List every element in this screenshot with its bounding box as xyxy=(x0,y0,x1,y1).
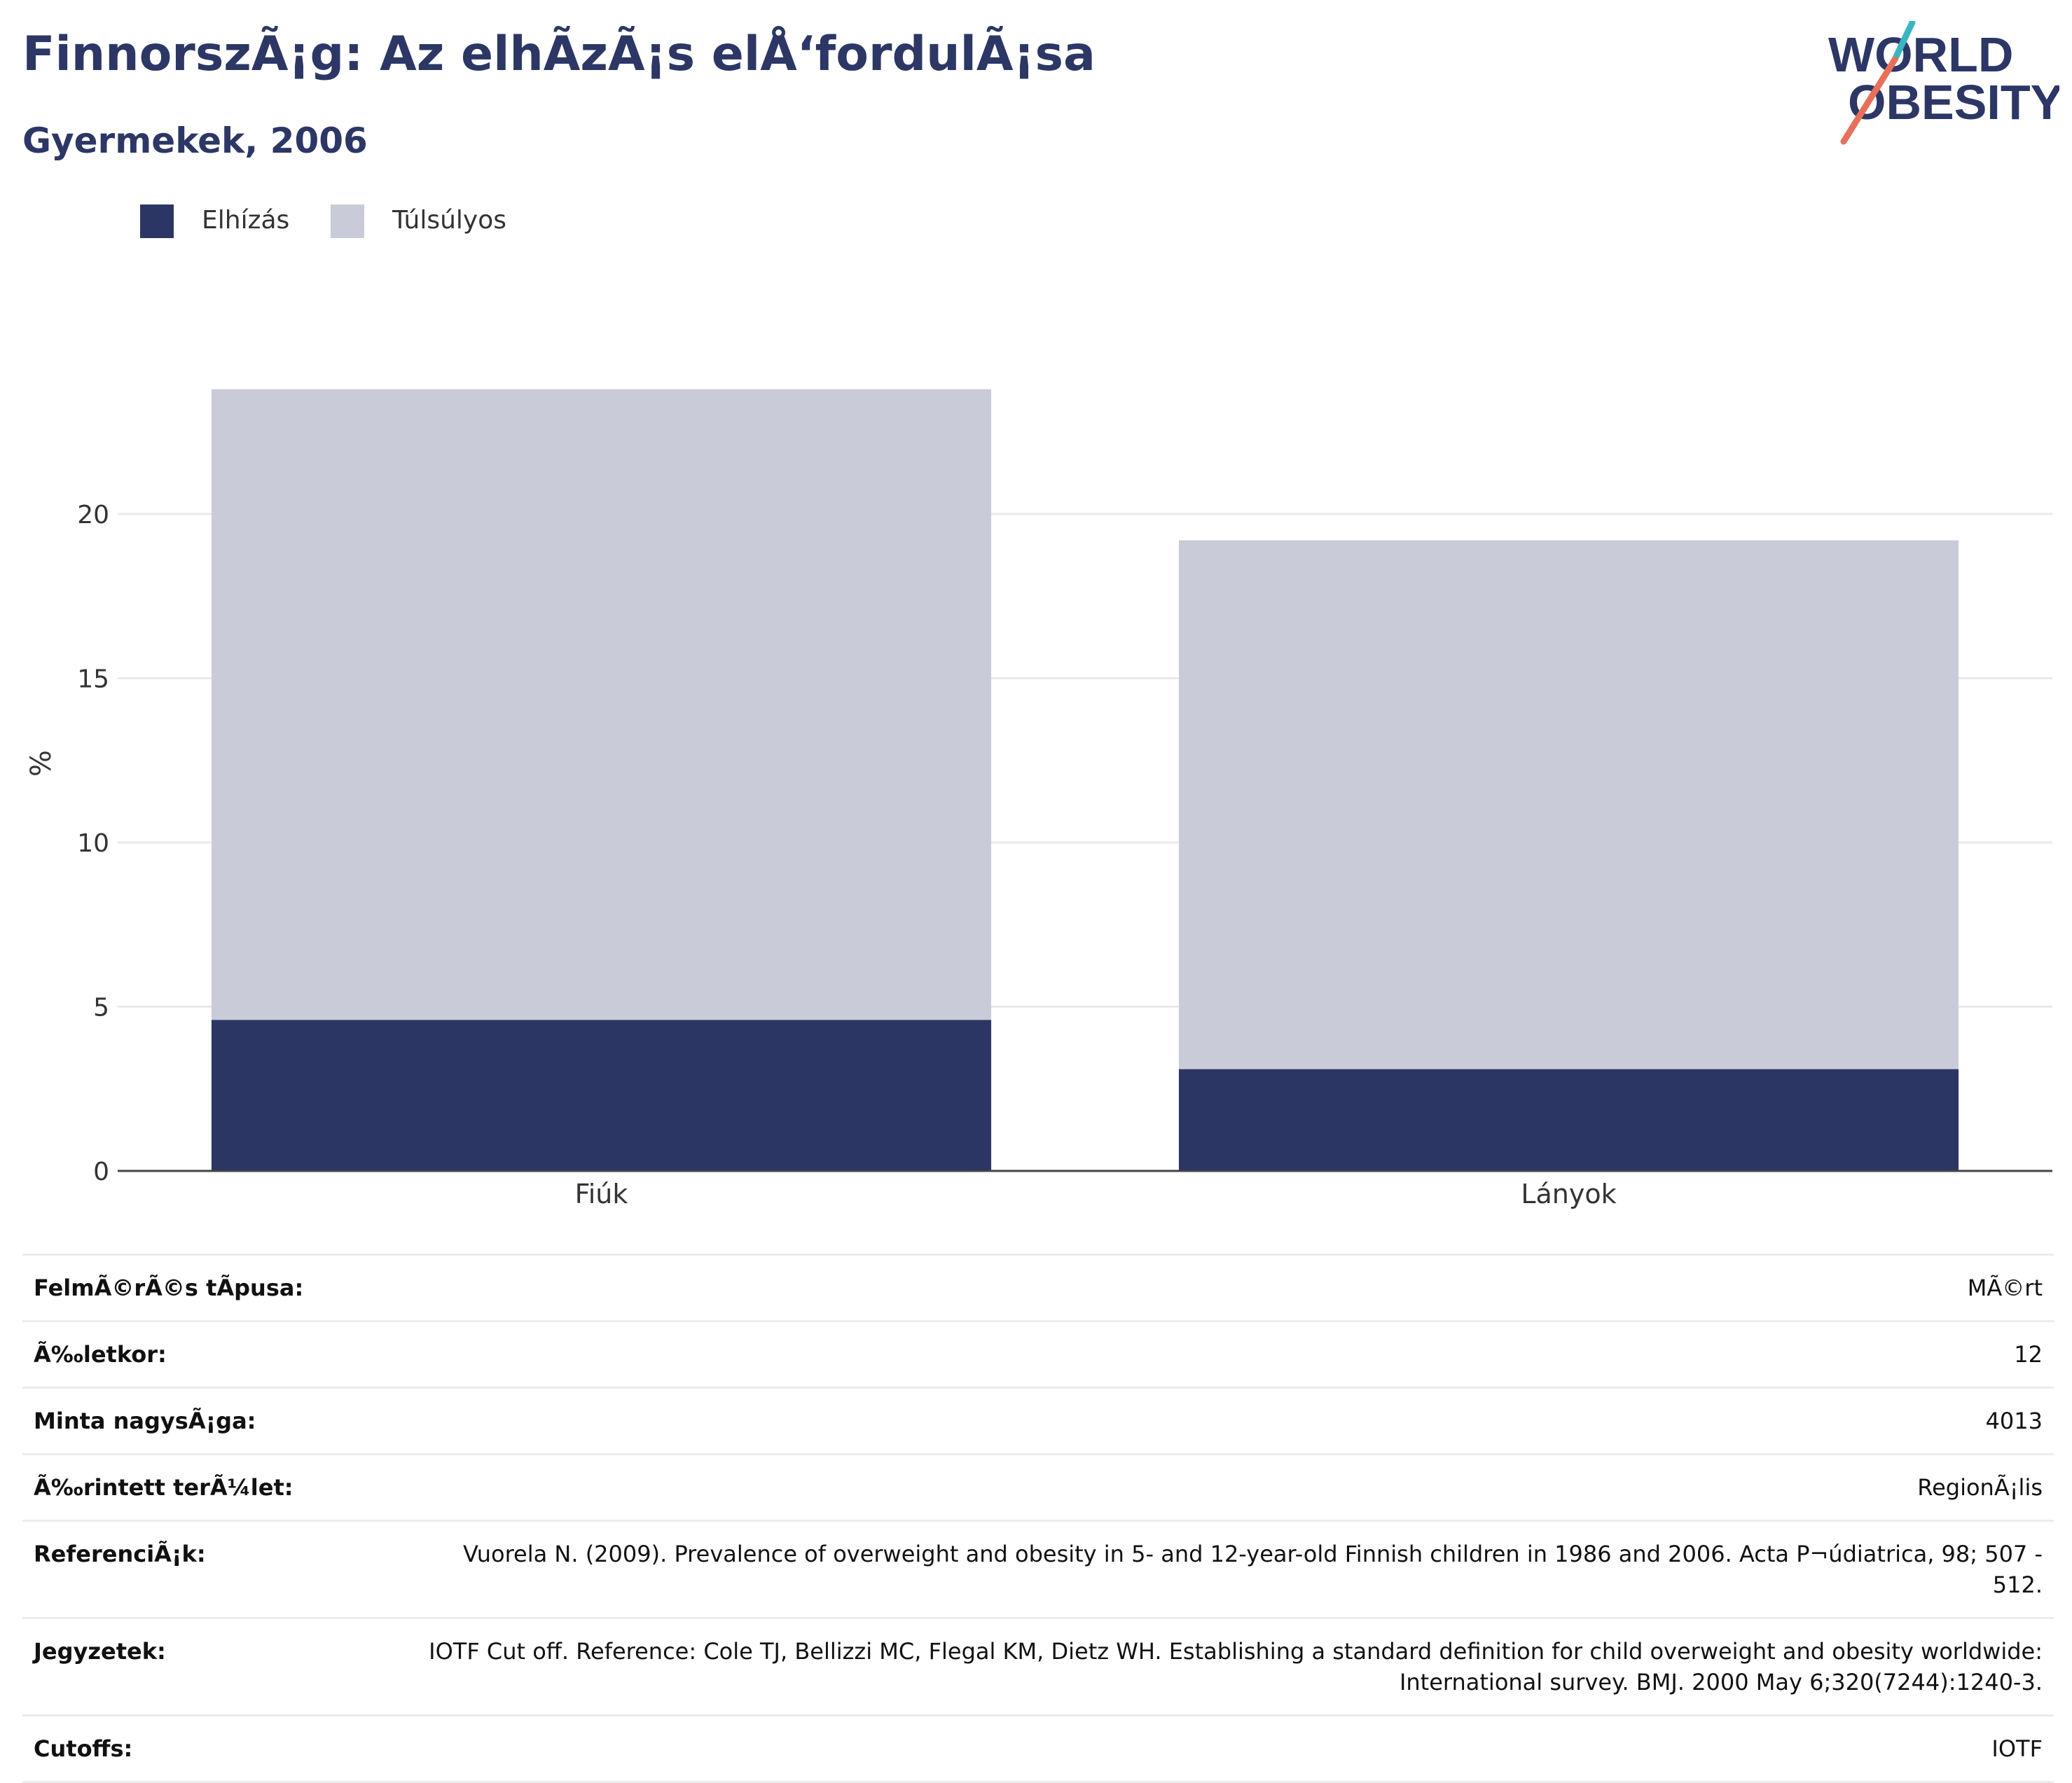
bar-chart: 0 5 10 15 20% Fiúk Lányok xyxy=(25,389,2052,1209)
x-tick-label: Fiúk xyxy=(575,1179,628,1209)
info-row: FelmÃ©rÃ©s tÃpusa: MÃ©rt xyxy=(22,1254,2054,1322)
bar-overweight-0 xyxy=(211,389,992,1020)
info-key: Ã‰letkor: xyxy=(22,1320,409,1389)
info-key: ReferenciÃ¡k: xyxy=(22,1520,409,1619)
survey-info-table: FelmÃ©rÃ©s tÃpusa: MÃ©rt Ã‰letkor: 12 Minta … xyxy=(22,1254,2054,1783)
y-tick-label: 10 xyxy=(77,829,109,858)
info-value: 12 xyxy=(409,1320,2054,1389)
info-row: ReferenciÃ¡k: Vuorela N. (2009). Prevalen… xyxy=(22,1520,2054,1619)
info-row: Cutoffs: IOTF xyxy=(22,1714,2054,1783)
info-value: IOTF Cut off. Reference: Cole TJ, Belliz… xyxy=(409,1617,2054,1716)
legend-label-obese: Elhízás xyxy=(202,206,290,235)
info-value: RegionÃ¡lis xyxy=(409,1453,2054,1522)
legend-label-overweight: Túlsúlyos xyxy=(392,206,507,235)
info-row: Ã‰rintett terÃ¼let: RegionÃ¡lis xyxy=(22,1453,2054,1522)
world-obesity-logo: WORLD OBESITY xyxy=(1828,21,2059,145)
logo-word-1: WORLD xyxy=(1828,27,2013,82)
info-value: 4013 xyxy=(409,1387,2054,1455)
y-tick-label: 0 xyxy=(93,1158,109,1186)
y-axis-title: % xyxy=(25,750,57,777)
chart-title: FinnorszÃ¡g: Az elhÃ­zÃ¡s elÅ‘fordulÃ¡sa xyxy=(22,27,1096,82)
logo-slash-teal xyxy=(1891,21,1916,63)
bar-obese-1 xyxy=(1178,1069,1959,1171)
info-value: Vuorela N. (2009). Prevalence of overwei… xyxy=(409,1520,2054,1619)
info-row: Ã‰letkor: 12 xyxy=(22,1320,2054,1389)
x-tick-label: Lányok xyxy=(1521,1179,1616,1209)
y-tick-label: 20 xyxy=(77,501,109,529)
info-key: Cutoffs: xyxy=(22,1714,409,1783)
bar-overweight-1 xyxy=(1178,540,1959,1069)
info-key: Ã‰rintett terÃ¼let: xyxy=(22,1453,409,1522)
info-row: Jegyzetek: IOTF Cut off. Reference: Cole … xyxy=(22,1617,2054,1716)
info-row: Minta nagysÃ¡ga: 4013 xyxy=(22,1387,2054,1455)
info-key: FelmÃ©rÃ©s tÃpusa: xyxy=(22,1254,409,1322)
logo-slash-coral xyxy=(1840,56,1898,145)
info-key: Minta nagysÃ¡ga: xyxy=(22,1387,409,1455)
legend-swatch-overweight xyxy=(331,204,364,238)
y-tick-label: 15 xyxy=(77,665,109,694)
info-value: IOTF xyxy=(409,1714,2054,1783)
legend-swatch-obese xyxy=(140,204,174,238)
info-key: Jegyzetek: xyxy=(22,1617,409,1716)
chart-subtitle: Gyermekek, 2006 xyxy=(22,120,368,161)
bar-obese-0 xyxy=(211,1020,992,1171)
y-tick-label: 5 xyxy=(93,994,109,1022)
info-value: MÃ©rt xyxy=(409,1254,2054,1322)
